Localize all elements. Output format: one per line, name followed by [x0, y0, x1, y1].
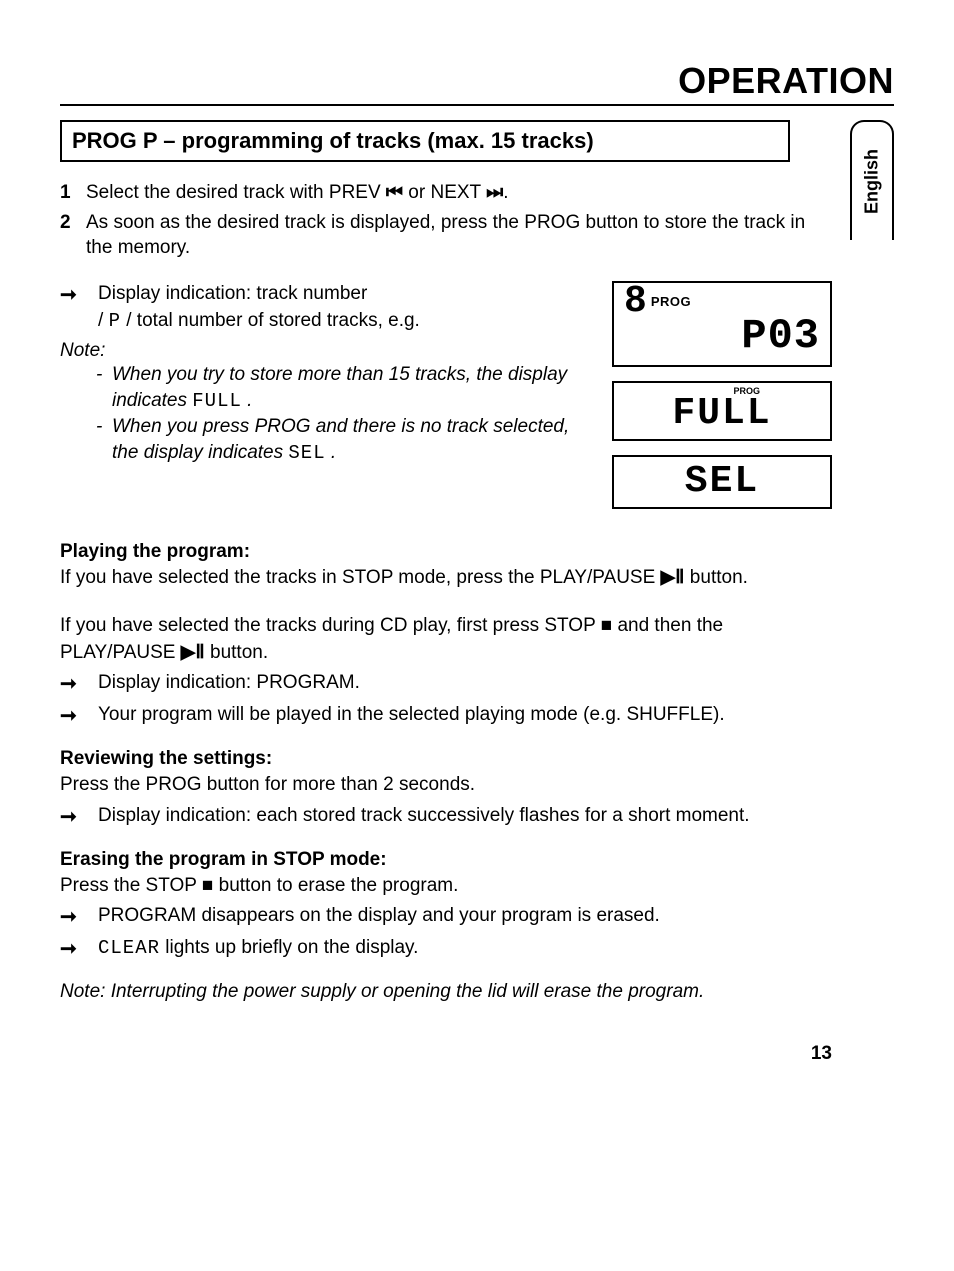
- erasing-arrow1: ➞ PROGRAM disappears on the display and …: [60, 903, 832, 931]
- lcd-text: SEL: [624, 461, 820, 503]
- stop-icon: ■: [202, 875, 213, 896]
- segment-clear: CLEAR: [98, 937, 160, 959]
- display-indication-block: ➞ Display indication: track number / P /…: [60, 281, 596, 334]
- playing-heading: Playing the program:: [60, 541, 832, 563]
- lcd-prog-label: PROG: [651, 294, 691, 309]
- section-heading: PROG P – programming of tracks (max. 15 …: [60, 120, 790, 162]
- lcd-text: P03: [624, 317, 820, 357]
- lcd-track-number: 8: [624, 283, 645, 321]
- erasing-arrow2: ➞ CLEAR lights up briefly on the display…: [60, 935, 832, 963]
- stop-icon: ■: [601, 615, 612, 636]
- erasing-p1: Press the STOP ■ button to erase the pro…: [60, 873, 832, 900]
- playing-p2: If you have selected the tracks during C…: [60, 613, 832, 666]
- reviewing-p1: Press the PROG button for more than 2 se…: [60, 772, 832, 799]
- arrow-icon: ➞: [60, 670, 88, 698]
- step-text: Select the desired track with PREV ⏮ or …: [86, 180, 508, 206]
- step-2: 2 As soon as the desired track is displa…: [60, 210, 832, 261]
- playing-arrow1: ➞ Display indication: PROGRAM.: [60, 670, 832, 698]
- step-1: 1 Select the desired track with PREV ⏮ o…: [60, 180, 832, 206]
- play-pause-icon: ▶Ⅱ: [181, 642, 205, 663]
- prev-icon: ⏮: [386, 182, 403, 203]
- playing-arrow2: ➞ Your program will be played in the sel…: [60, 702, 832, 730]
- step-number: 2: [60, 210, 76, 261]
- arrow-icon: ➞: [60, 702, 88, 730]
- lcd-column: 8 PROG P03 PROG FULL SEL: [612, 281, 832, 523]
- segment-full: FULL: [192, 390, 242, 412]
- segment-sel: SEL: [288, 442, 325, 464]
- page-number: 13: [60, 1043, 832, 1065]
- arrow-icon: ➞: [60, 803, 88, 831]
- arrow-icon: ➞: [60, 903, 88, 931]
- step-text: As soon as the desired track is displaye…: [86, 210, 832, 261]
- lcd-display-2: PROG FULL: [612, 381, 832, 441]
- main-row: PROG P – programming of tracks (max. 15 …: [60, 120, 894, 1065]
- play-pause-icon: ▶Ⅱ: [661, 567, 685, 588]
- reviewing-arrow1: ➞ Display indication: each stored track …: [60, 803, 832, 831]
- language-tab: English: [850, 120, 894, 240]
- erasing-heading: Erasing the program in STOP mode:: [60, 849, 832, 871]
- next-icon: ⏭: [486, 182, 503, 203]
- page-title: OPERATION: [60, 60, 894, 106]
- final-note: Note: Interrupting the power supply or o…: [60, 981, 832, 1003]
- arrow-icon: ➞: [60, 281, 88, 334]
- reviewing-heading: Reviewing the settings:: [60, 748, 832, 770]
- note-item: - When you try to store more than 15 tra…: [96, 362, 596, 414]
- note-item: - When you press PROG and there is no tr…: [96, 414, 596, 466]
- segment-p: P: [109, 310, 121, 332]
- lcd-text: FULL: [624, 393, 820, 435]
- playing-p1: If you have selected the tracks in STOP …: [60, 565, 832, 592]
- step-number: 1: [60, 180, 76, 206]
- lcd-display-3: SEL: [612, 455, 832, 509]
- steps-list: 1 Select the desired track with PREV ⏮ o…: [60, 180, 832, 261]
- lcd-display-1: 8 PROG P03: [612, 281, 832, 367]
- lcd-prog-label: PROG: [733, 386, 760, 396]
- content-column: PROG P – programming of tracks (max. 15 …: [60, 120, 832, 1065]
- arrow-icon: ➞: [60, 935, 88, 963]
